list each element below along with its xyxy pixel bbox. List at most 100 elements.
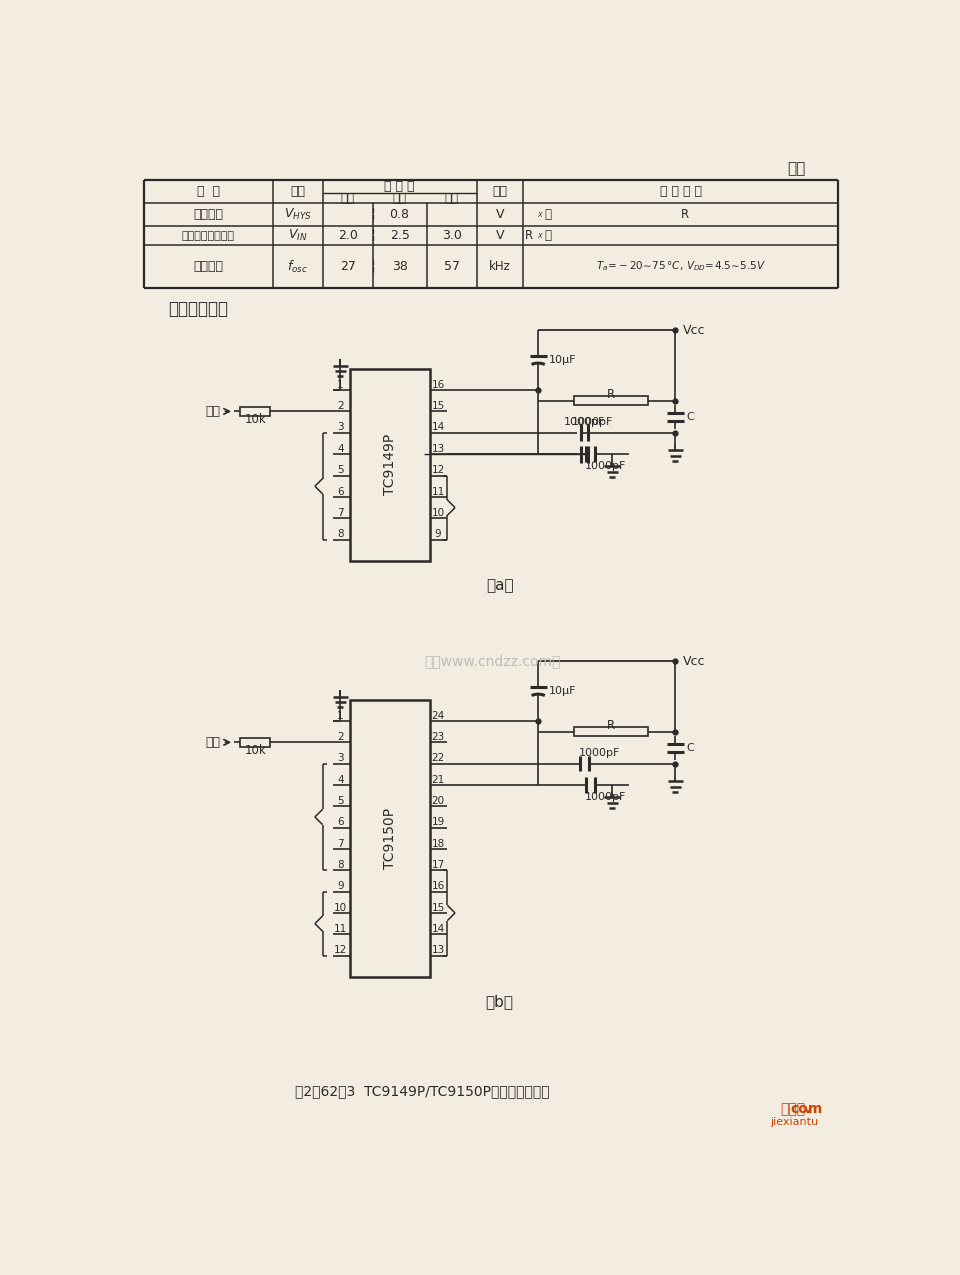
Text: 2.0: 2.0	[338, 230, 357, 242]
Text: 滞后电压: 滞后电压	[193, 208, 224, 221]
Text: $T_a\!=\!-20\!\sim\!75\,°C,\,V_{DD}\!=\!4.5\!\sim\!5.5V$: $T_a\!=\!-20\!\sim\!75\,°C,\,V_{DD}\!=\!…	[595, 260, 766, 273]
Text: 1000pF: 1000pF	[586, 460, 627, 470]
Text: 1: 1	[337, 380, 344, 390]
Text: 杭州www.cndzz.com司: 杭州www.cndzz.com司	[423, 654, 561, 668]
Text: C: C	[686, 742, 694, 752]
Text: 17: 17	[431, 859, 444, 870]
Bar	[349, 368, 430, 561]
Text: 57: 57	[444, 260, 460, 273]
Text: 最小: 最小	[341, 191, 354, 204]
Text: 5: 5	[337, 796, 344, 806]
Text: 1000pF: 1000pF	[571, 417, 612, 427]
Text: 10: 10	[334, 903, 347, 913]
Text: 4: 4	[337, 775, 344, 784]
Text: jiexiantu: jiexiantu	[770, 1117, 818, 1127]
Text: $f_{osc}$: $f_{osc}$	[287, 259, 308, 274]
Text: 23: 23	[431, 732, 444, 742]
Text: 5: 5	[337, 465, 344, 476]
Text: V: V	[495, 208, 504, 221]
Text: 参 数 值: 参 数 值	[384, 180, 415, 193]
Text: 6: 6	[337, 817, 344, 827]
Text: V: V	[495, 230, 504, 242]
Text: 14: 14	[431, 924, 444, 933]
Text: 单位: 单位	[492, 185, 507, 198]
Text: 典型应用电路: 典型应用电路	[169, 300, 228, 317]
Text: 27: 27	[340, 260, 355, 273]
Text: TC9149P: TC9149P	[383, 435, 397, 496]
Text: 0.8: 0.8	[390, 208, 410, 221]
Text: 符号: 符号	[290, 185, 305, 198]
Text: 1000pF: 1000pF	[586, 792, 627, 802]
Text: R: R	[607, 719, 614, 732]
Text: 3: 3	[337, 422, 344, 432]
Text: 典型: 典型	[393, 191, 407, 204]
Text: 10μF: 10μF	[549, 354, 576, 365]
Text: 19: 19	[431, 817, 444, 827]
Text: 9: 9	[435, 529, 442, 539]
Text: 12: 12	[431, 465, 444, 476]
Text: $_X$: $_X$	[537, 209, 543, 219]
Text: 13: 13	[431, 444, 444, 454]
Text: $_X$: $_X$	[537, 231, 543, 241]
Text: 接线图.: 接线图.	[780, 1103, 811, 1117]
Text: 22: 22	[431, 754, 444, 764]
Text: 12: 12	[334, 945, 347, 955]
Text: 最大: 最大	[444, 191, 459, 204]
Text: C: C	[686, 412, 694, 422]
Text: 10k: 10k	[245, 743, 266, 756]
Text: Vcc: Vcc	[683, 324, 706, 337]
Text: 11: 11	[431, 487, 444, 496]
Text: 16: 16	[431, 380, 444, 390]
Text: 7: 7	[337, 839, 344, 849]
Text: 1000pF: 1000pF	[564, 417, 605, 427]
Text: 名  称: 名 称	[197, 185, 220, 198]
Text: 8: 8	[337, 859, 344, 870]
Text: 20: 20	[432, 796, 444, 806]
Text: 13: 13	[431, 945, 444, 955]
Text: 2: 2	[337, 732, 344, 742]
Text: 1: 1	[337, 710, 344, 720]
Text: Vcc: Vcc	[683, 654, 706, 668]
Text: 2.5: 2.5	[390, 230, 410, 242]
Text: 续表: 续表	[787, 161, 805, 176]
Text: com: com	[791, 1103, 823, 1117]
Text: 10μF: 10μF	[549, 686, 576, 696]
Text: 9: 9	[337, 881, 344, 891]
Text: 10k: 10k	[245, 413, 266, 426]
Text: kHz: kHz	[489, 260, 511, 273]
Text: 16: 16	[431, 881, 444, 891]
Bar	[574, 727, 648, 736]
Text: 15: 15	[431, 402, 444, 411]
Text: 11: 11	[334, 924, 347, 933]
Text: 3.0: 3.0	[442, 230, 462, 242]
Text: 10: 10	[432, 507, 444, 518]
Text: 4: 4	[337, 444, 344, 454]
Text: 振荡频率: 振荡频率	[193, 260, 224, 273]
Text: $V_{HYS}$: $V_{HYS}$	[284, 207, 311, 222]
Bar	[574, 397, 648, 405]
Bar	[240, 407, 271, 416]
Bar	[240, 738, 271, 747]
Text: 输入线路门限电压: 输入线路门限电压	[181, 231, 235, 241]
Text: 8: 8	[337, 529, 344, 539]
Text: 测 试 条 件: 测 试 条 件	[660, 185, 702, 198]
Text: R: R	[607, 388, 614, 402]
Text: R: R	[525, 230, 533, 242]
Text: 2: 2	[337, 402, 344, 411]
Text: 图2－62－3  TC9149P/TC9150P典型应用电路图: 图2－62－3 TC9149P/TC9150P典型应用电路图	[296, 1084, 550, 1098]
Text: 6: 6	[337, 487, 344, 496]
Text: 15: 15	[431, 903, 444, 913]
Text: 输入: 输入	[205, 405, 220, 418]
Text: 1000pF: 1000pF	[579, 748, 620, 757]
Text: 输入: 输入	[205, 736, 220, 748]
Text: （b）: （b）	[486, 994, 514, 1009]
Text: 3: 3	[337, 754, 344, 764]
Text: TC9150P: TC9150P	[383, 808, 397, 868]
Text: 14: 14	[431, 422, 444, 432]
Text: 18: 18	[431, 839, 444, 849]
Text: 7: 7	[337, 507, 344, 518]
Text: 24: 24	[431, 710, 444, 720]
Text: 21: 21	[431, 775, 444, 784]
Text: $V_{IN}$: $V_{IN}$	[288, 228, 307, 244]
Text: 38: 38	[392, 260, 408, 273]
